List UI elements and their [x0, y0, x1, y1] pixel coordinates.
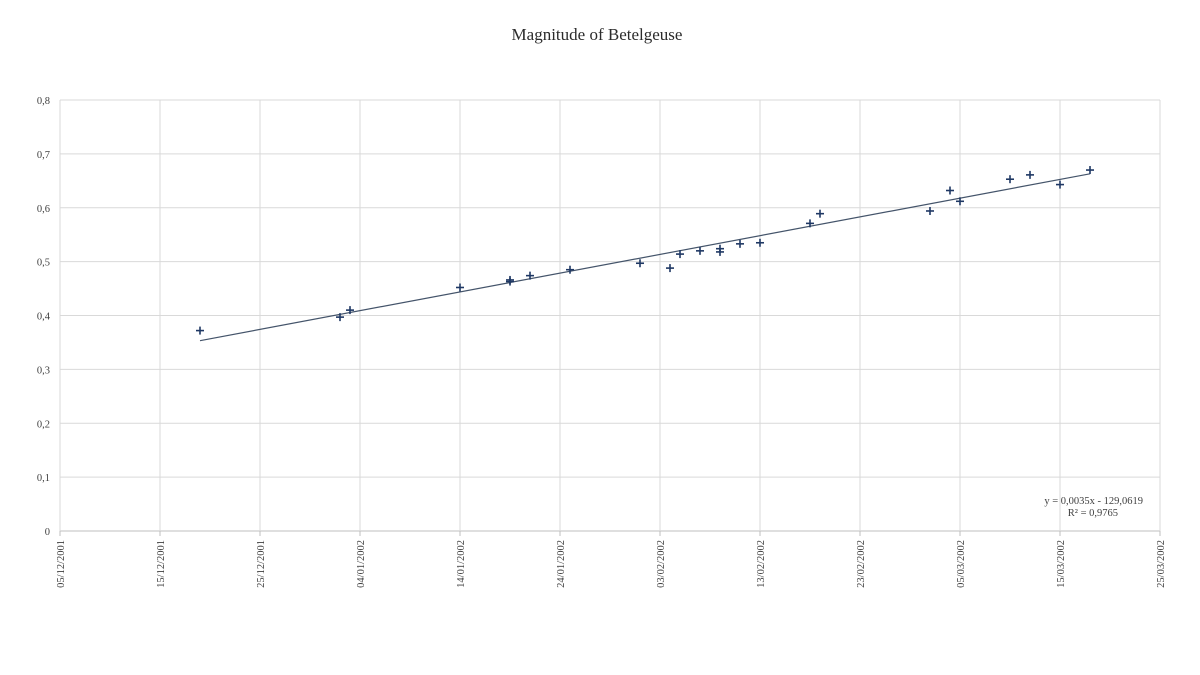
data-point — [566, 265, 574, 274]
x-tick-label: 13/02/2002 — [756, 540, 767, 588]
x-tick-label: 15/12/2001 — [156, 540, 167, 588]
gridlines — [59, 99, 1161, 532]
data-points — [196, 166, 1094, 335]
x-tick-label: 04/01/2002 — [356, 540, 367, 588]
x-tick-label: 24/01/2002 — [556, 540, 567, 588]
data-point — [756, 238, 764, 247]
x-tick-label: 05/03/2002 — [956, 540, 967, 588]
data-point — [816, 209, 824, 218]
y-tick-label: 0,1 — [37, 473, 50, 484]
data-point — [806, 219, 814, 228]
data-point — [1006, 175, 1014, 184]
data-point — [456, 283, 464, 292]
data-point — [1086, 166, 1094, 175]
data-point — [346, 306, 354, 315]
y-tick-label: 0,3 — [37, 365, 50, 376]
y-tick-label: 0,5 — [37, 258, 50, 269]
data-point — [696, 246, 704, 255]
y-tick-label: 0,4 — [37, 312, 51, 323]
trendline-group — [199, 173, 1091, 342]
data-point — [666, 264, 674, 273]
data-point — [716, 247, 724, 256]
trendline-r-squared: R² = 0,9765 — [1068, 508, 1118, 519]
data-point — [956, 197, 964, 206]
data-point — [926, 206, 934, 215]
data-point — [636, 259, 644, 268]
y-tick-label: 0,8 — [37, 96, 50, 107]
x-tick-label: 25/03/2002 — [1156, 540, 1167, 588]
data-point — [946, 186, 954, 195]
y-tick-label: 0,7 — [37, 150, 50, 161]
x-tick-label: 25/12/2001 — [256, 540, 267, 588]
x-tick-label: 15/03/2002 — [1056, 540, 1067, 588]
trendline-equation-box: y = 0,0035x - 129,0619 R² = 0,9765 — [1044, 496, 1143, 519]
axes: 0 0,1 0,2 0,3 0,4 0,5 0,6 0,7 0,8 05/12/2001 15/12… — [37, 96, 1167, 588]
data-point — [336, 313, 344, 322]
x-tick-label: 23/02/2002 — [856, 540, 867, 588]
chart-title: Magnitude of Betelgeuse — [512, 25, 683, 44]
trendline-equation: y = 0,0035x - 129,0619 — [1044, 496, 1143, 507]
data-point — [676, 250, 684, 259]
x-tick-label: 03/02/2002 — [656, 540, 667, 588]
y-tick-label: 0,6 — [37, 204, 50, 215]
y-tick-label: 0,2 — [37, 419, 50, 430]
trendline — [199, 173, 1091, 342]
data-point — [506, 277, 514, 286]
x-tick-label: 05/12/2001 — [56, 540, 67, 588]
data-point — [196, 326, 204, 335]
y-tick-label: 0 — [45, 527, 50, 538]
data-point — [736, 239, 744, 248]
data-point — [1026, 170, 1034, 179]
x-tick-label: 14/01/2002 — [456, 540, 467, 588]
data-point — [1056, 180, 1064, 189]
data-point — [526, 271, 534, 280]
